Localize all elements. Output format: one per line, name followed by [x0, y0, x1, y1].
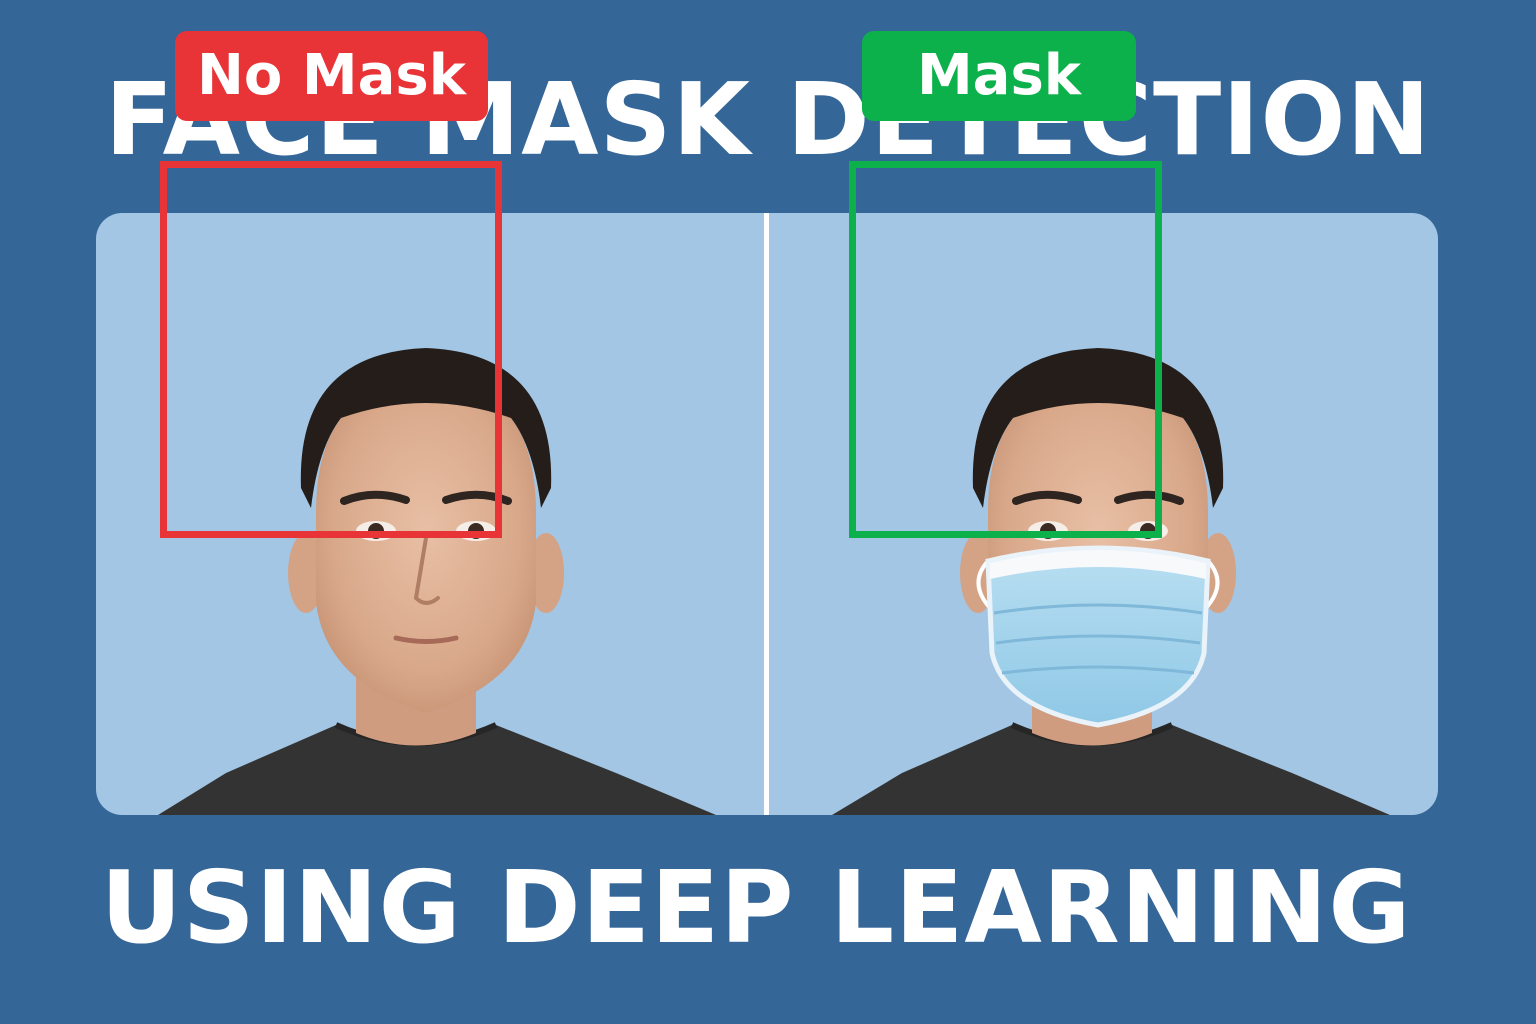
no-mask-label: No Mask: [175, 31, 488, 121]
mask-label: Mask: [862, 31, 1136, 121]
panel-divider: [764, 213, 769, 815]
page-subtitle: USING DEEP LEARNING: [100, 849, 1412, 966]
mask-bounding-box: [849, 161, 1162, 538]
no-mask-bounding-box: [160, 161, 502, 538]
face-with-mask-image: [792, 213, 1412, 815]
comparison-panel: [96, 213, 1438, 815]
